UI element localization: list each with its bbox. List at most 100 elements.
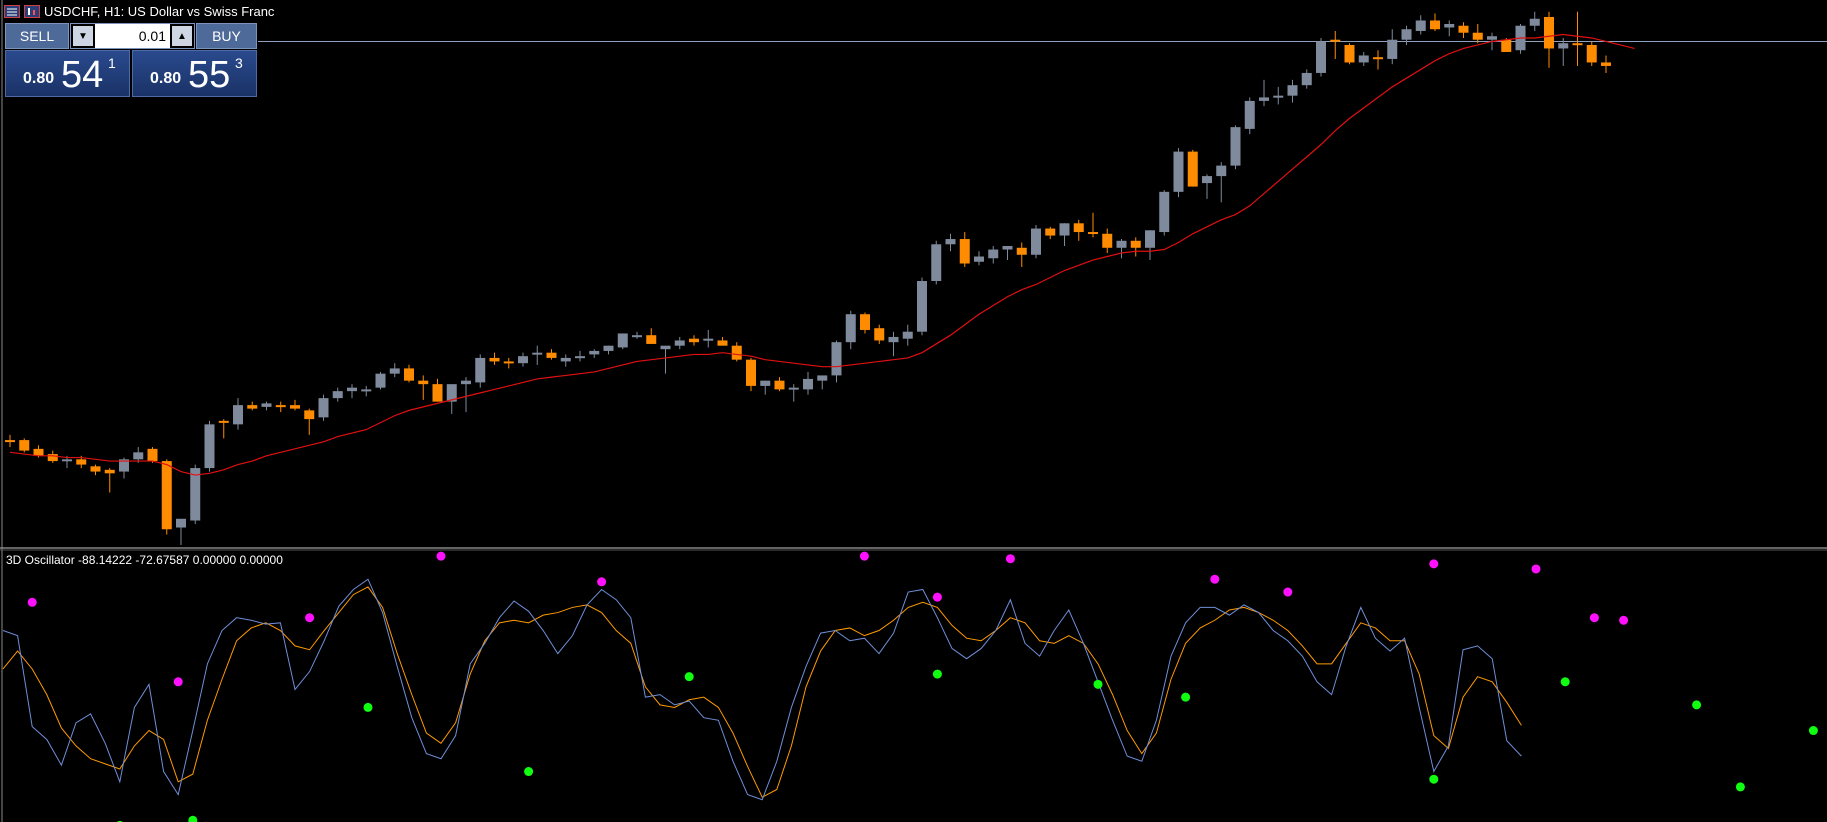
candle-bear — [161, 461, 172, 530]
candle-bear — [1586, 44, 1597, 63]
buy-price-button[interactable]: 0.80 55 3 — [132, 50, 257, 97]
candle-bull — [902, 331, 913, 339]
candle-bull — [575, 356, 585, 359]
signal-dot-bottom — [1735, 782, 1745, 792]
candle-bull — [475, 357, 486, 383]
lot-increase-icon[interactable]: ▲ — [172, 26, 192, 46]
candle-bear — [1088, 232, 1098, 235]
indicator-label: 3D Oscillator -88.14222 -72.67587 0.0000… — [6, 553, 283, 567]
candle-bull — [204, 424, 215, 469]
buy-price-big: 55 — [188, 54, 231, 96]
candle-bear — [646, 335, 657, 344]
signal-dot-top — [932, 592, 942, 602]
candle-bull — [988, 249, 999, 259]
candle-bear — [90, 466, 101, 472]
one-click-trading-panel: SELL ▼ 0.01 ▲ BUY 0.80 54 1 0.80 55 3 — [5, 23, 257, 97]
candle-bull — [332, 391, 343, 399]
candle-bull — [703, 338, 714, 341]
candle-bull — [461, 380, 471, 385]
candle-bull — [233, 405, 243, 425]
candle-bull — [532, 352, 543, 355]
signal-dot-top — [1429, 559, 1439, 569]
candle-bull — [1401, 29, 1412, 40]
candle-bull — [845, 314, 856, 343]
candle-bear — [959, 239, 970, 264]
signal-dot-top — [1589, 613, 1599, 623]
candle-bull — [1145, 230, 1155, 248]
signal-dot-bottom — [1808, 726, 1818, 736]
candle-bull — [261, 403, 272, 407]
candle-bull — [1230, 127, 1241, 166]
candle-bear — [546, 352, 557, 358]
candle-bear — [746, 359, 756, 386]
signal-dot-top — [305, 613, 315, 623]
candle-bear — [247, 405, 258, 409]
candle-bear — [1472, 32, 1483, 40]
signal-dot-bottom — [1181, 692, 1191, 702]
candle-bear — [1045, 228, 1056, 236]
candle-bear — [689, 338, 699, 343]
candle-bull — [389, 368, 400, 374]
candle-bear — [1430, 20, 1440, 30]
candle-bull — [632, 335, 642, 338]
candle-bear — [1544, 16, 1554, 49]
candle-bull — [560, 357, 571, 362]
candle-bull — [945, 239, 956, 245]
oscillator-group — [2, 578, 1522, 801]
chart-menu-icon[interactable] — [4, 4, 20, 18]
sell-price-button[interactable]: 0.80 54 1 — [5, 50, 130, 97]
candle-bear — [19, 440, 30, 451]
lot-size-stepper[interactable]: ▼ 0.01 ▲ — [70, 23, 195, 49]
candle-bear — [1102, 233, 1113, 248]
candle-bull — [1444, 23, 1455, 28]
moving-average-group — [9, 33, 1635, 476]
candle-bull — [1316, 41, 1326, 73]
oscillator-fast-line — [2, 578, 1522, 801]
candle-bull — [1159, 191, 1170, 233]
candle-bull — [1415, 20, 1426, 31]
candle-bull — [1031, 228, 1041, 255]
candle-bear — [1330, 39, 1341, 42]
signal-dot-top — [597, 577, 607, 587]
candle-bull — [347, 387, 357, 392]
candle-bear — [147, 448, 158, 462]
candle-bear — [5, 440, 15, 443]
candle-bull — [603, 345, 614, 351]
signal-dot-top — [27, 597, 37, 607]
candle-bear — [1073, 223, 1084, 233]
candle-bear — [1572, 43, 1583, 46]
candle-bull — [1287, 85, 1298, 96]
lot-size-input[interactable]: 0.01 — [95, 24, 170, 48]
candle-bull — [888, 336, 899, 343]
candle-bear — [860, 314, 870, 330]
candle-bull — [62, 459, 72, 462]
candle-bull — [1259, 97, 1269, 101]
chart-type-icon[interactable] — [24, 4, 40, 18]
candle-bear — [774, 380, 785, 390]
candle-bear — [1501, 39, 1512, 52]
signal-dot-bottom — [1429, 774, 1439, 784]
candle-bear — [290, 405, 300, 409]
candle-bull — [760, 380, 771, 386]
candle-bear — [47, 454, 58, 462]
candle-bear — [418, 380, 429, 385]
candle-bull — [1244, 100, 1255, 129]
moving-average-line — [9, 33, 1635, 476]
candle-bear — [489, 357, 500, 362]
candle-bull — [674, 340, 685, 346]
signal-dot-bottom — [1560, 677, 1570, 687]
buy-price-sup: 3 — [235, 55, 243, 71]
candle-bull — [518, 356, 528, 364]
candle-bull — [931, 244, 942, 281]
signal-dot-bottom — [1692, 700, 1702, 710]
candle-bear — [1344, 44, 1355, 63]
lot-decrease-icon[interactable]: ▼ — [73, 26, 93, 46]
candle-bull — [1358, 55, 1369, 63]
sell-button[interactable]: SELL — [5, 23, 69, 49]
sell-price-sup: 1 — [108, 55, 116, 71]
candle-bear — [717, 340, 728, 346]
candle-bull — [1273, 95, 1284, 98]
candle-bull — [1301, 72, 1312, 86]
buy-button[interactable]: BUY — [196, 23, 257, 49]
candles-group — [5, 11, 1611, 545]
